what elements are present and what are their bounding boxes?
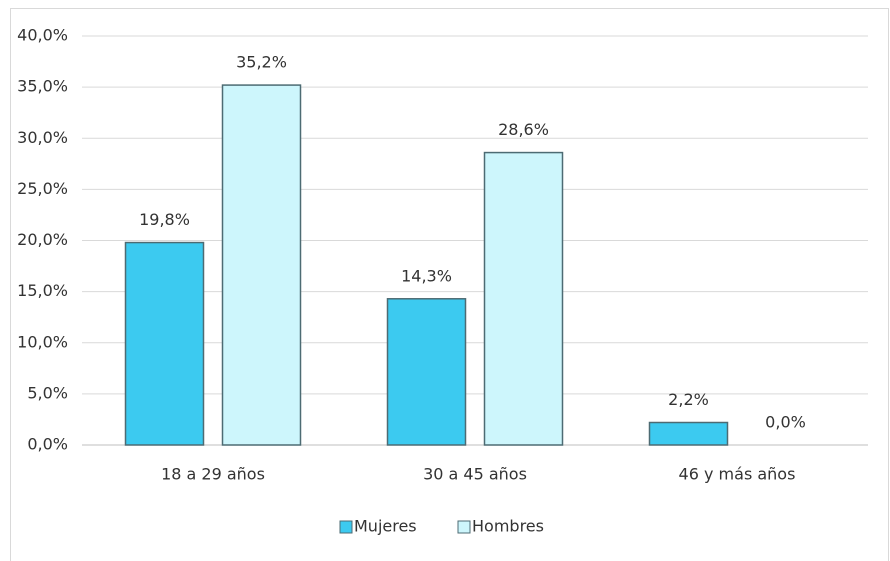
data-label: 19,8%	[139, 210, 190, 229]
y-tick-label: 35,0%	[17, 77, 68, 96]
y-tick-label: 15,0%	[17, 281, 68, 300]
data-label: 0,0%	[765, 413, 806, 432]
data-label: 35,2%	[236, 53, 287, 72]
bar	[648, 421, 729, 446]
y-tick-label: 5,0%	[27, 383, 68, 402]
data-label: 2,2%	[668, 390, 709, 409]
y-tick-label: 10,0%	[17, 332, 68, 351]
bar	[221, 84, 302, 446]
legend-label: Mujeres	[354, 517, 417, 536]
x-tick-label: 30 a 45 años	[423, 465, 527, 484]
y-tick-label: 30,0%	[17, 128, 68, 147]
legend-swatch	[339, 520, 353, 534]
x-tick-label: 18 a 29 años	[161, 465, 265, 484]
y-tick-label: 0,0%	[27, 435, 68, 454]
legend-label: Hombres	[472, 517, 544, 536]
data-label: 14,3%	[401, 266, 452, 285]
bar	[386, 298, 467, 446]
legend-swatch	[457, 520, 471, 534]
y-tick-label: 40,0%	[17, 26, 68, 45]
data-label: 28,6%	[498, 120, 549, 139]
y-tick-label: 20,0%	[17, 230, 68, 249]
x-tick-label: 46 y más años	[679, 465, 796, 484]
y-tick-label: 25,0%	[17, 179, 68, 198]
bar	[483, 151, 564, 446]
bar	[124, 241, 205, 446]
